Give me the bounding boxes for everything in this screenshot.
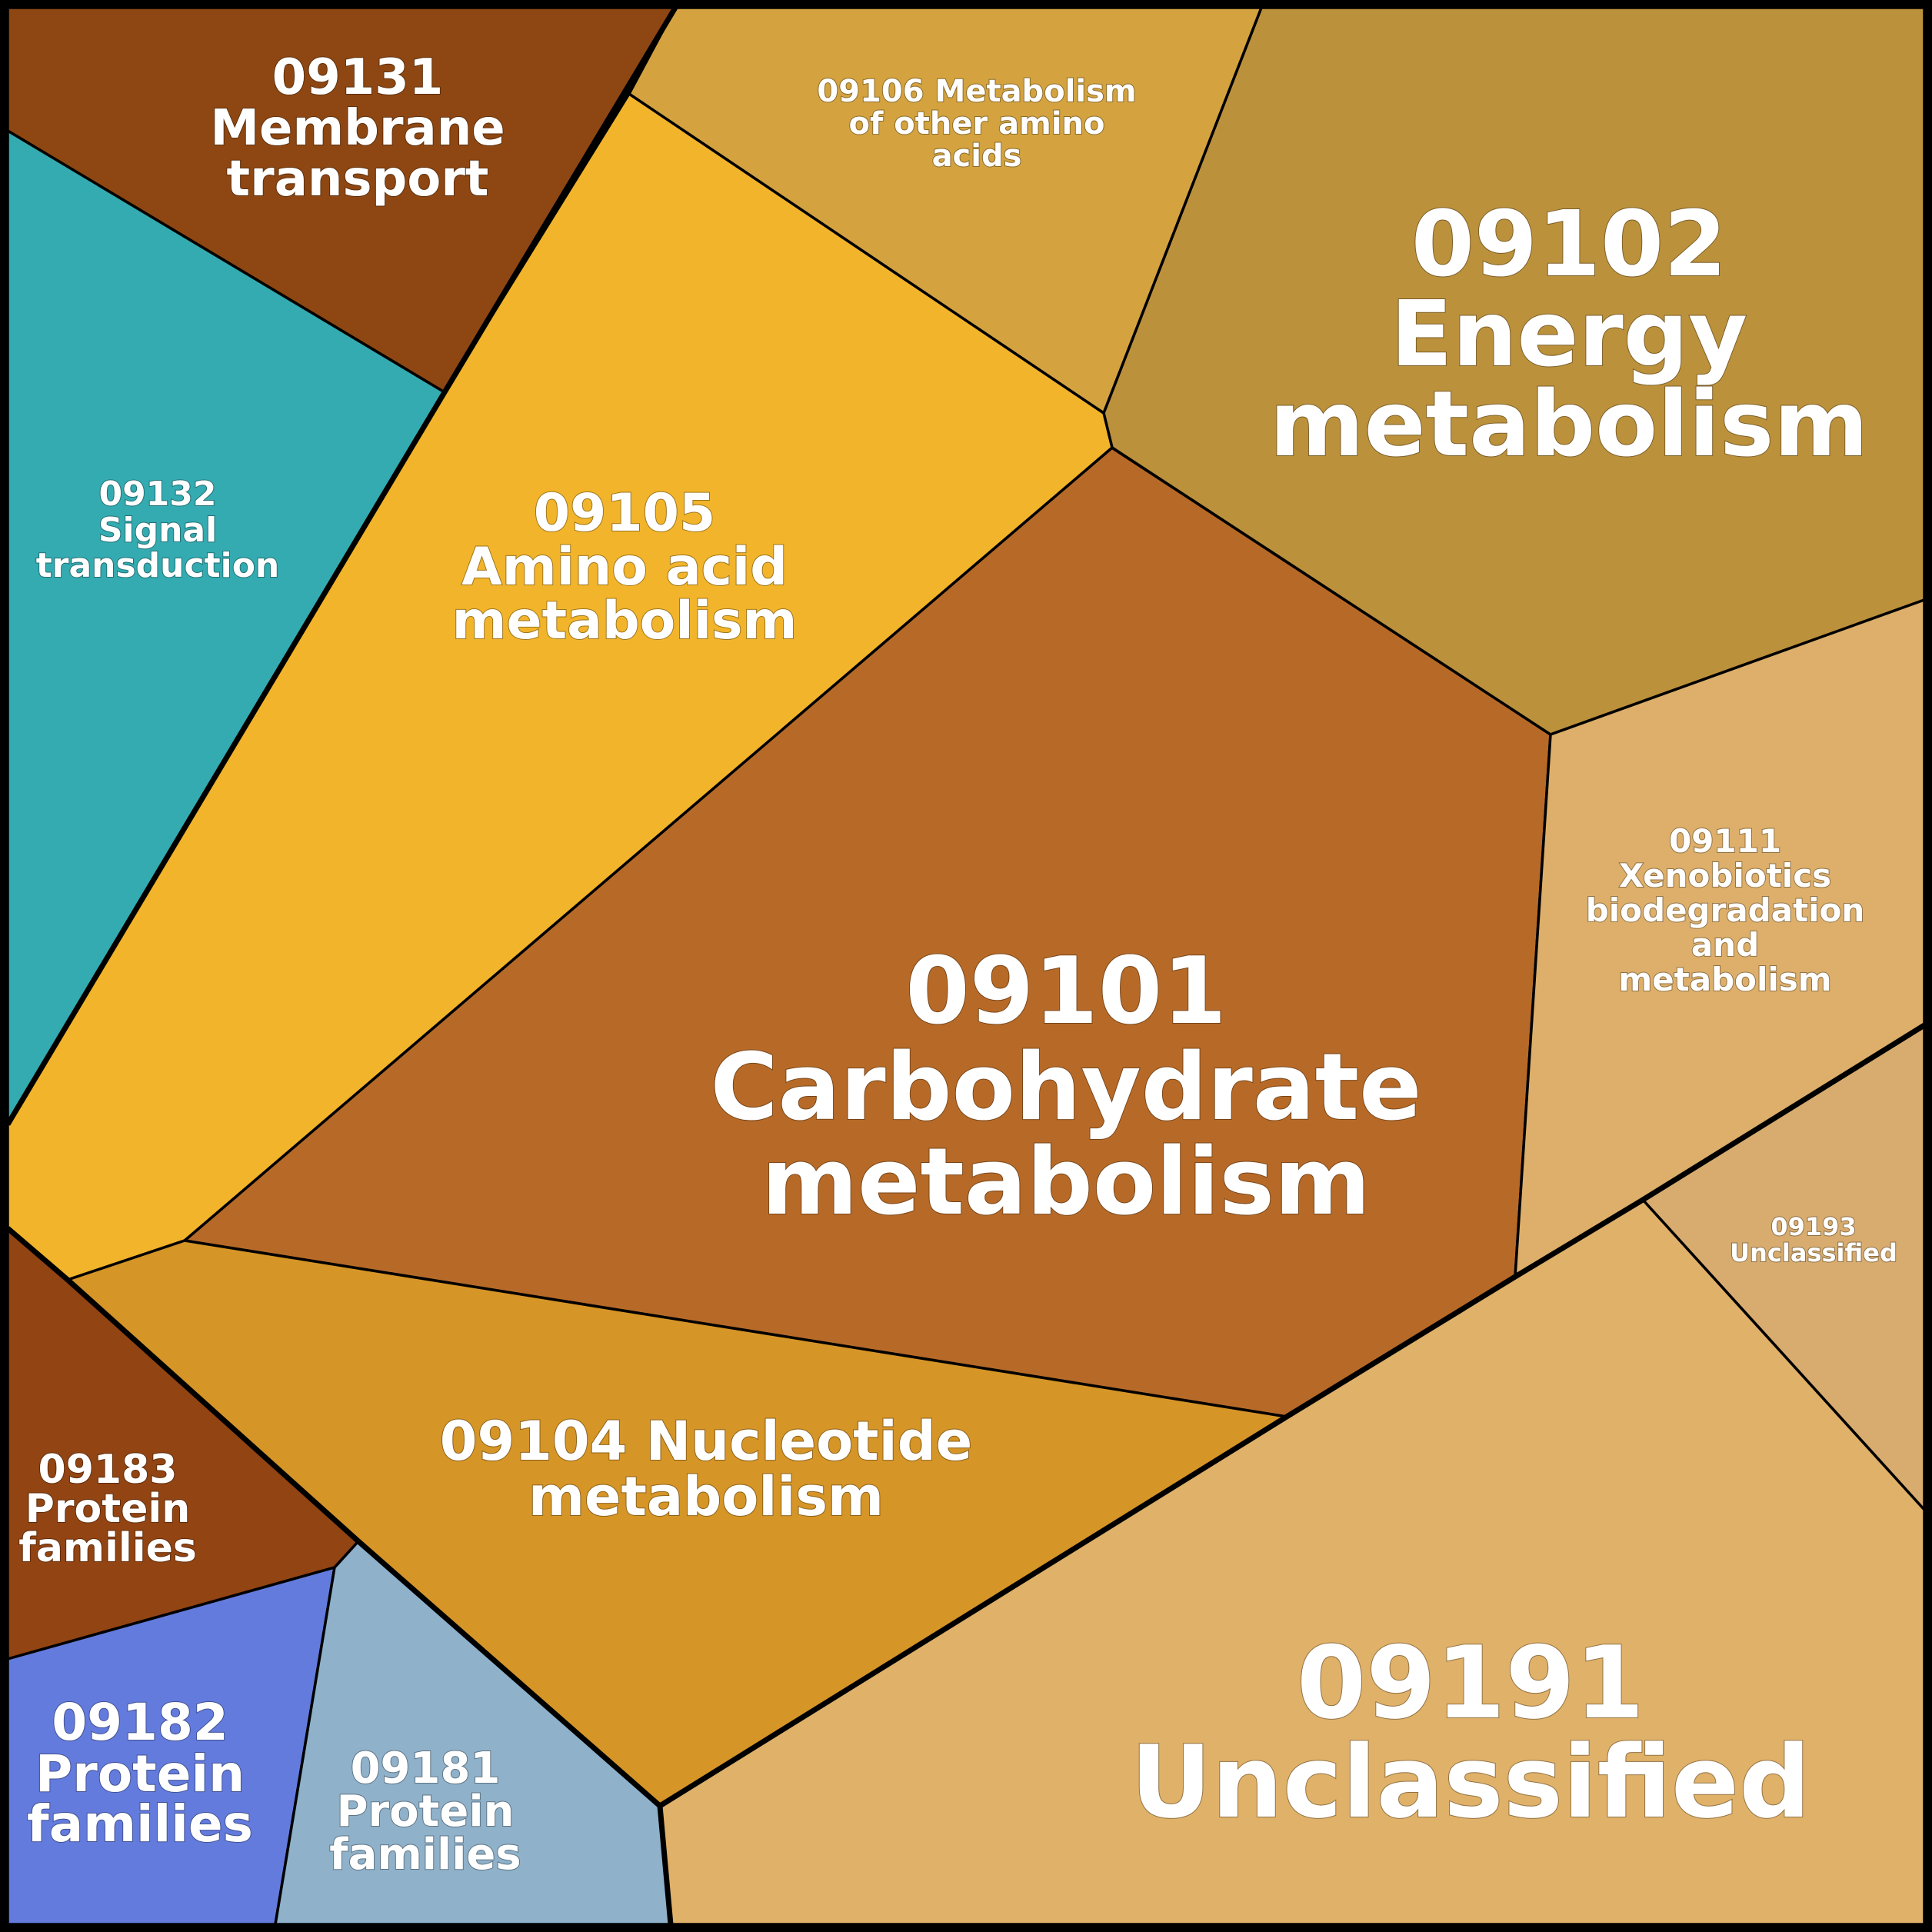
cell-label-line: biodegradation — [1586, 891, 1865, 929]
cell-label-line: and — [1691, 926, 1759, 964]
cell-label-line: 09191 — [1297, 1624, 1644, 1741]
cell-label-line: 09104 Nucleotide — [440, 1410, 972, 1473]
cell-label-line: Unclassified — [1131, 1724, 1810, 1840]
cell-label-line: transduction — [36, 546, 280, 585]
cell-label-line: metabolism — [1270, 371, 1869, 477]
cell-label-line: of other amino — [848, 106, 1104, 142]
cell-label-line: 09132 — [98, 475, 216, 514]
cell-label-line: 09102 — [1411, 191, 1727, 297]
cell-label-line: Carbohydrate — [710, 1034, 1421, 1141]
cell-label-line: 09105 — [534, 483, 716, 544]
cell-label-line: Energy — [1391, 281, 1747, 387]
cell-label-line: families — [329, 1830, 521, 1880]
cell-label-09111: 09111Xenobioticsbiodegradationandmetabol… — [1585, 821, 1866, 999]
group-borders — [5, 6, 1926, 1925]
cell-label-line: 09181 — [351, 1744, 501, 1794]
cell-label-line: acids — [932, 138, 1022, 174]
cell-label-line: 09182 — [52, 1693, 228, 1752]
cell-label-line: transport — [227, 151, 489, 208]
cell-label-line: 09183 — [38, 1447, 178, 1493]
cell-label-line: 09193 — [1770, 1212, 1856, 1241]
cell-label-line: Protein — [337, 1787, 515, 1837]
cell-label-line: 09101 — [905, 938, 1226, 1045]
labels-layer: 09101Carbohydratemetabolism09102Energyme… — [18, 48, 1898, 1880]
cell-label-line: Xenobiotics — [1619, 857, 1831, 894]
cell-label-line: Protein — [25, 1486, 190, 1532]
cell-label-line: metabolism — [452, 591, 798, 651]
group-border-left — [5, 6, 678, 1126]
cell-label-line: metabolism — [528, 1465, 884, 1528]
cell-label-line: 09131 — [272, 49, 444, 106]
cell-label-line: Unclassified — [1730, 1238, 1897, 1267]
cell-label-line: Membrane — [210, 100, 505, 157]
cell-label-line: 09106 Metabolism — [817, 74, 1136, 109]
cell-label-line: metabolism — [1618, 961, 1831, 998]
cells-layer — [6, 6, 1926, 1926]
cell-label-line: families — [18, 1525, 197, 1571]
cell-label-line: Signal — [98, 511, 217, 550]
cell-label-line: families — [27, 1794, 253, 1854]
cell-label-line: Amino acid — [461, 537, 788, 598]
cell-label-line: 09111 — [1669, 822, 1781, 860]
group-border-bottom-left — [5, 1226, 674, 1925]
cell-label-line: metabolism — [761, 1129, 1371, 1236]
group-border-bottom-right — [658, 1023, 1926, 1808]
cell-label-line: Protein — [35, 1744, 245, 1804]
